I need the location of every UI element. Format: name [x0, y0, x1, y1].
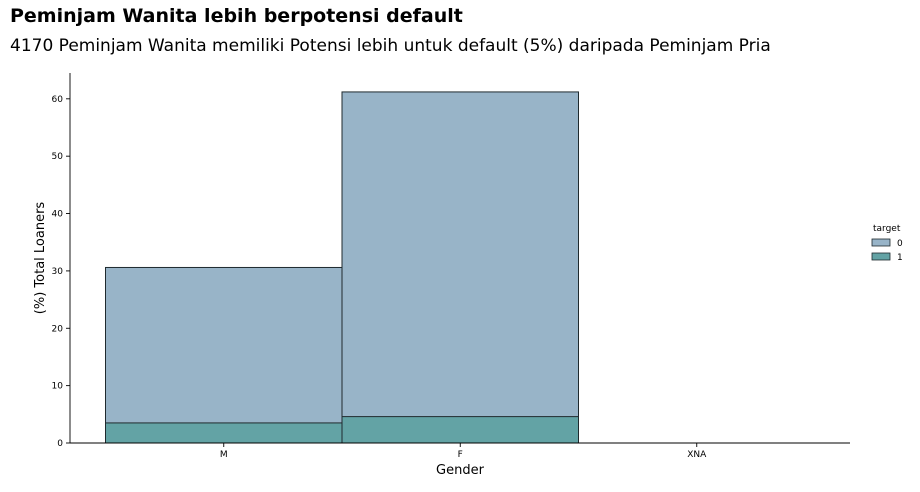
y-tick-label: 0 [57, 439, 63, 449]
y-tick-label: 10 [52, 382, 64, 392]
bar-M-target-0 [105, 266, 343, 444]
y-tick-label: 60 [52, 95, 64, 105]
x-tick-label: XNA [687, 450, 707, 460]
x-tick-label: M [220, 450, 228, 460]
x-tick-label: F [458, 450, 463, 460]
legend-label-target-1: 1 [897, 253, 903, 263]
chart-subtitle: 4170 Peminjam Wanita memiliki Potensi le… [10, 36, 771, 56]
chart-title: Peminjam Wanita lebih berpotensi default [10, 5, 463, 27]
x-axis-label: Gender [436, 463, 485, 478]
bar-M-target-1 [105, 422, 343, 444]
y-tick-label: 40 [52, 210, 64, 220]
y-axis-label: (%) Total Loaners [33, 202, 48, 315]
legend-swatch-target-1 [871, 252, 891, 261]
y-tick-label: 30 [52, 267, 64, 277]
y-tick-label: 50 [52, 152, 64, 162]
legend-label-target-0: 0 [897, 239, 903, 249]
axes-group: 0 10 20 30 40 50 60 M F XNA [52, 73, 850, 460]
y-tick-label: 20 [52, 324, 64, 334]
legend: target 0 1 [871, 224, 903, 263]
bars-group [105, 91, 579, 444]
bar-F-target-0 [341, 91, 579, 444]
bar-F-target-1 [341, 416, 579, 444]
legend-swatch-target-0 [871, 238, 891, 247]
legend-title: target [873, 224, 901, 234]
